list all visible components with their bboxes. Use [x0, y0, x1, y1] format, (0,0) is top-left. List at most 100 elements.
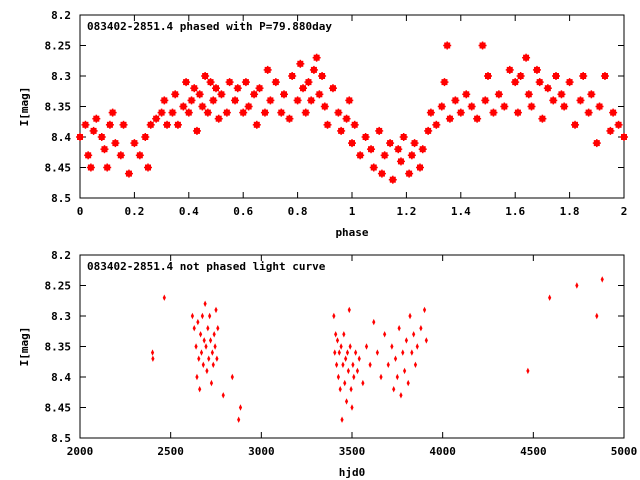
- data-point: [415, 343, 419, 350]
- data-point: [266, 96, 275, 105]
- x-tick-label: 1: [349, 205, 356, 218]
- y-tick-label: 8.3: [51, 70, 71, 83]
- data-point: [524, 90, 533, 99]
- data-point: [334, 108, 343, 117]
- data-point: [237, 416, 241, 423]
- data-point: [394, 145, 403, 154]
- y-tick-label: 8.25: [45, 280, 72, 293]
- data-point: [84, 151, 93, 160]
- data-point: [150, 349, 155, 356]
- data-point: [513, 108, 522, 117]
- data-point: [157, 108, 166, 117]
- data-point: [203, 300, 207, 307]
- data-point: [410, 139, 419, 148]
- data-point: [111, 139, 120, 148]
- data-point: [184, 108, 193, 117]
- data-point: [557, 90, 566, 99]
- x-tick-label: 2: [621, 205, 628, 218]
- data-point: [432, 120, 441, 129]
- data-point: [152, 114, 161, 123]
- data-point: [595, 102, 604, 111]
- data-point: [348, 139, 356, 148]
- data-point: [399, 392, 403, 399]
- data-point: [462, 90, 471, 99]
- data-point: [214, 114, 223, 123]
- data-point: [584, 108, 593, 117]
- data-point: [195, 90, 204, 99]
- data-point: [419, 325, 423, 332]
- data-point: [354, 349, 358, 356]
- data-point: [199, 349, 204, 356]
- data-point: [230, 373, 234, 381]
- data-point: [511, 78, 520, 87]
- data-point: [489, 108, 498, 117]
- data-point: [347, 306, 351, 314]
- data-point: [206, 325, 210, 332]
- data-point: [208, 337, 213, 344]
- data-point: [209, 96, 218, 105]
- data-point: [285, 114, 294, 123]
- data-point: [592, 139, 601, 148]
- data-point: [207, 355, 211, 362]
- y-tick-label: 8.45: [45, 402, 72, 415]
- x-tick-label: 2000: [67, 445, 94, 458]
- data-point: [386, 139, 395, 148]
- data-point: [202, 337, 206, 344]
- data-point: [552, 72, 560, 80]
- data-point: [620, 133, 628, 141]
- data-point: [160, 96, 169, 105]
- data-point: [543, 84, 552, 93]
- data-point: [350, 120, 359, 129]
- data-point: [162, 294, 166, 301]
- data-point: [105, 120, 114, 129]
- data-point: [179, 102, 188, 111]
- y-tick-label: 8.2: [51, 9, 71, 22]
- data-point: [86, 163, 95, 172]
- data-point: [190, 312, 195, 320]
- data-point: [198, 386, 202, 393]
- data-point: [212, 84, 220, 93]
- data-point: [375, 126, 384, 135]
- data-point: [216, 325, 220, 332]
- data-point: [377, 169, 386, 178]
- data-point: [422, 306, 427, 314]
- data-point: [350, 404, 354, 411]
- data-point: [333, 349, 337, 356]
- data-point: [361, 133, 370, 141]
- data-point: [204, 343, 208, 350]
- data-point: [467, 102, 476, 111]
- data-point: [426, 108, 435, 117]
- data-point: [192, 325, 196, 332]
- data-point: [260, 108, 269, 117]
- unphased-light-curve-chart: 2000 2500 3000 3500 4000 4500 5000 8.2 8.25 8.3 8.…: [18, 249, 637, 479]
- plot-title: 083402-2851.4 not phased light curve: [87, 260, 326, 273]
- data-point: [201, 361, 205, 368]
- data-point: [144, 163, 152, 172]
- data-point: [412, 331, 416, 338]
- data-point: [367, 145, 376, 154]
- data-point: [173, 120, 182, 129]
- data-point: [522, 53, 531, 62]
- y-tick-label: 8.4: [51, 131, 71, 144]
- data-point: [108, 108, 117, 117]
- data-point: [342, 331, 346, 338]
- data-point: [250, 90, 259, 99]
- data-point: [401, 349, 405, 356]
- plot-title: 083402-2851.4 phased with P=79.880day: [87, 20, 332, 33]
- data-point: [516, 72, 525, 80]
- data-point: [208, 312, 212, 320]
- data-point: [92, 114, 101, 123]
- data-point: [575, 282, 579, 289]
- x-tick-label: 0: [77, 205, 84, 218]
- data-point: [293, 96, 302, 105]
- data-point: [171, 90, 180, 99]
- data-point: [168, 108, 177, 117]
- data-point: [124, 169, 133, 178]
- data-point: [211, 361, 215, 368]
- data-point: [532, 65, 541, 74]
- data-point: [344, 398, 349, 405]
- data-point: [196, 318, 200, 326]
- data-point: [443, 41, 452, 50]
- data-point: [214, 306, 218, 314]
